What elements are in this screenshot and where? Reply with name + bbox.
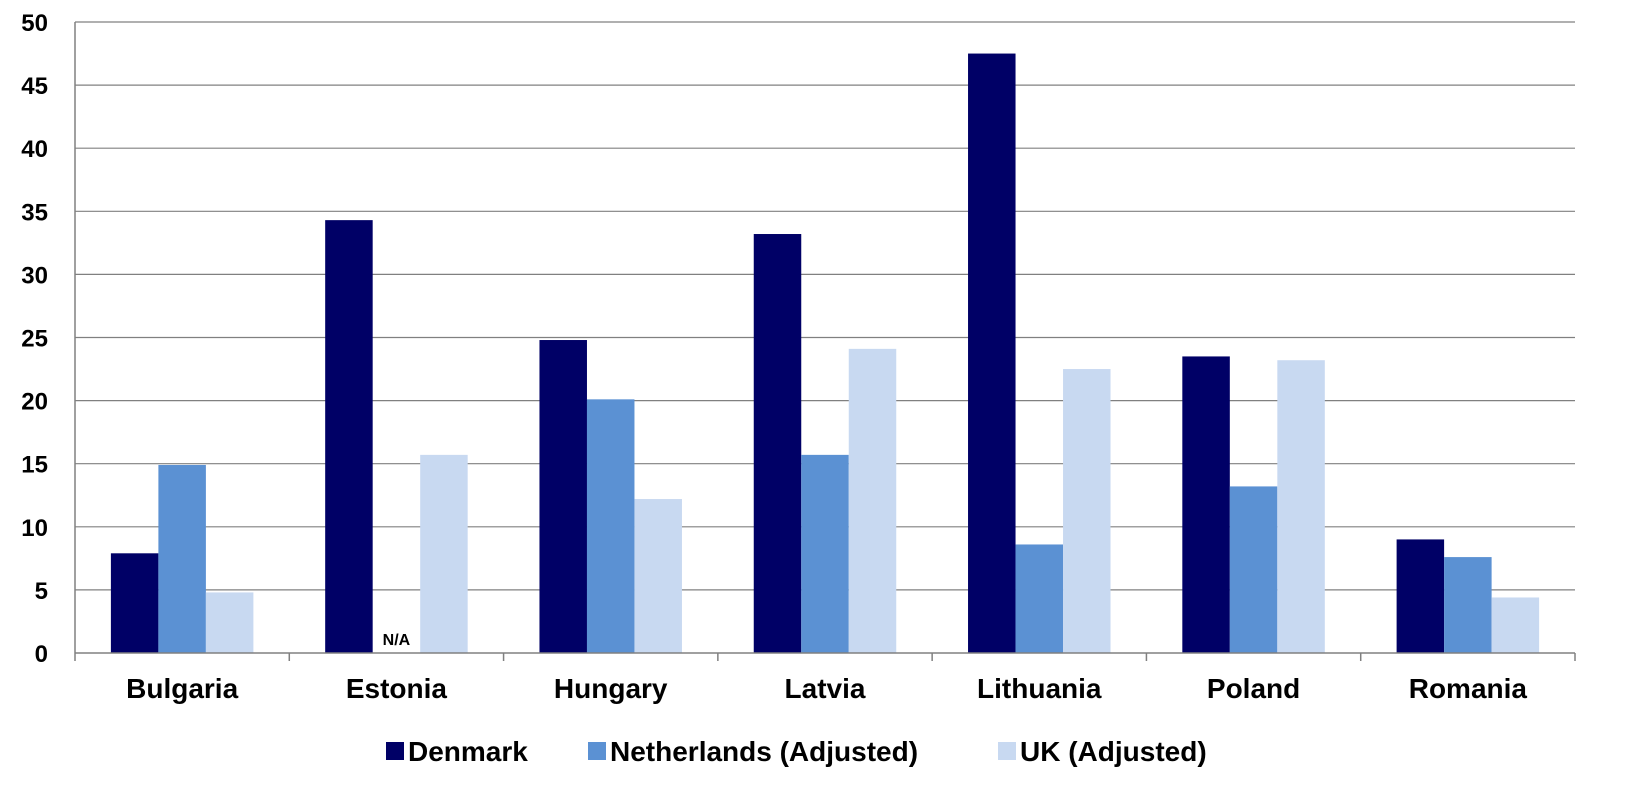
bar-romania-0	[1396, 539, 1445, 653]
y-tick-label: 30	[21, 262, 48, 289]
bar-lithuania-2	[1063, 369, 1111, 653]
legend-swatch	[386, 742, 404, 760]
legend-label: UK (Adjusted)	[1020, 736, 1207, 767]
legend-swatch	[588, 742, 606, 760]
x-tick-label: Latvia	[785, 673, 866, 704]
y-tick-label: 45	[21, 73, 48, 100]
x-tick-label: Estonia	[346, 673, 448, 704]
bar-hungary-2	[634, 499, 682, 653]
x-tick-label: Romania	[1409, 673, 1528, 704]
legend-swatch	[998, 742, 1016, 760]
bars	[110, 53, 1540, 654]
bar-estonia-2	[420, 454, 468, 653]
y-tick-label: 5	[35, 578, 48, 605]
bar-hungary-0	[539, 340, 587, 653]
bar-lithuania-0	[968, 53, 1016, 654]
x-tick-label: Bulgaria	[126, 673, 238, 704]
bar-lithuania-1	[1015, 544, 1064, 653]
bar-romania-2	[1491, 597, 1540, 653]
labels: 0 5 10 15 20 25 30 35 40 45 50 Bulgaria Estonia Hunga…	[21, 10, 1527, 704]
bar-bulgaria-0	[110, 553, 159, 653]
bar-bulgaria-2	[205, 592, 254, 653]
bar-poland-2	[1277, 360, 1325, 653]
bar-bulgaria-1	[158, 464, 206, 653]
x-tick-label: Hungary	[554, 673, 668, 704]
legend: Denmark Netherlands (Adjusted) UK (Adjuste…	[386, 736, 1207, 767]
bar-romania-1	[1444, 557, 1492, 653]
y-tick-label: 25	[21, 326, 48, 353]
legend-label: Denmark	[408, 736, 528, 767]
x-tick-label: Lithuania	[977, 673, 1102, 704]
y-tick-label: 20	[21, 389, 48, 416]
bar-latvia-0	[753, 234, 802, 654]
y-tick-label: 40	[21, 136, 48, 163]
bar-estonia-0	[325, 220, 373, 653]
gridlines	[75, 21, 1575, 591]
y-tick-label: 15	[21, 452, 48, 479]
bar-poland-0	[1182, 356, 1230, 653]
bar-poland-1	[1229, 486, 1278, 653]
y-tick-label: 50	[21, 10, 48, 37]
bar-hungary-1	[586, 399, 635, 653]
na-annotation: N/A	[383, 632, 411, 649]
legend-label: Netherlands (Adjusted)	[610, 736, 918, 767]
bar-latvia-1	[801, 454, 849, 653]
y-tick-label: 35	[21, 199, 48, 226]
y-tick-label: 0	[35, 641, 48, 668]
y-tick-label: 10	[21, 515, 48, 542]
bar-latvia-2	[848, 348, 897, 653]
axes	[74, 22, 1576, 661]
x-tick-label: Poland	[1207, 673, 1300, 704]
